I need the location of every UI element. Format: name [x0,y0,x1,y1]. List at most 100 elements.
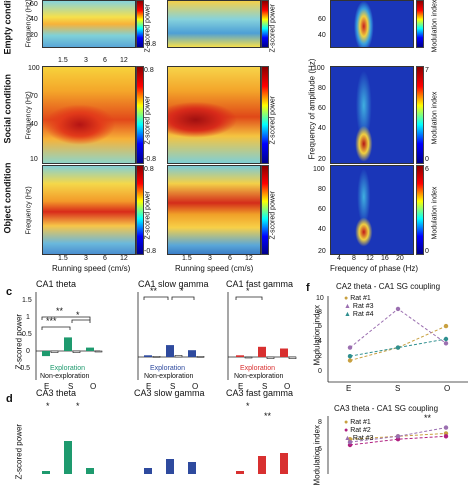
ytick-f: 0 [318,368,322,375]
ytick-f: 4 [318,338,322,345]
data-point [347,354,353,359]
bar-and-line-charts [35,292,468,474]
panel-label-d: d [6,393,13,405]
title-ca1-sg: CA1 slow gamma [138,279,209,289]
comod-ytick: 40 [318,226,326,233]
legend-exploration-c3: Exploration [240,365,276,372]
legend-nonexpl-c1: Non-exploration [40,373,90,380]
comod-ytick: 20 [318,156,326,163]
legend-f-top-2: ▲ Rat #3 [344,303,374,310]
sig-label: * [76,310,80,320]
cbar-min-3: -0.8 [144,248,157,255]
ylabel-f-bot: Modulation index [312,425,322,486]
ytick-c: 1 [26,314,30,321]
title-f-bot: CA3 theta - CA1 SG coupling [334,404,439,413]
bar-exploration [144,355,152,357]
ytick: 60 [30,1,38,8]
legend-nonexpl-c3: Non-exploration [234,373,284,380]
series-line [349,427,447,443]
ytick: 20 [30,32,38,39]
xtick: 12 [245,255,253,262]
xtick: 3 [208,255,212,262]
comod-xtick: 20 [396,255,404,262]
data-point [347,345,353,350]
comod-xtick: 4 [337,255,341,262]
panel-label-c: c [6,286,13,298]
bar-exploration [188,350,196,357]
title-ca3-fg: CA3 fast gamma [226,388,294,398]
legend-f-bot-3: ▲ Rat #3 [344,435,374,442]
comod-xtick: 12 [366,255,374,262]
xcat: E [238,382,244,391]
title-f-top: CA2 theta - CA1 SG coupling [336,282,441,291]
comod-xlabel: Frequency of phase (Hz) [330,264,419,273]
ytick-f: 8 [318,419,322,426]
sig-label: ** [56,306,64,316]
mi-min: 0 [425,156,429,163]
legend-exploration-c1: Exploration [50,365,86,372]
legend-f-bot-2: ● Rat #2 [344,427,371,434]
series-line [349,325,447,361]
xtick: 12 [120,255,128,262]
ytick-f: 6 [318,323,322,330]
ytick-f: 2 [318,353,322,360]
xtick: 3 [84,57,88,64]
comod-ytick: 80 [318,186,326,193]
bar-exploration-d [64,441,72,474]
xtick: 6 [228,255,232,262]
sig-label: *** [46,316,57,326]
cbar-max-2: 0.8 [144,67,154,74]
sig-label: ** [150,286,158,296]
legend-exploration-c2: Exploration [150,365,186,372]
data-point [395,306,401,312]
comod-xtick: 8 [352,255,356,262]
xcat: O [192,382,199,391]
legend-f-top-1: ● Rat #1 [344,295,371,302]
ytick: 40 [30,121,38,128]
xtick: 1.5 [58,57,68,64]
colorbar-spec-2 [136,66,144,164]
bar-non-exploration [50,350,59,354]
bar-non-exploration [244,356,253,359]
xcat-f: S [395,384,401,393]
xtick: 6 [103,57,107,64]
data-point [395,434,401,439]
bar-non-exploration [152,356,161,358]
bar-non-exploration [72,350,81,354]
spectrogram-object-mid [167,165,261,255]
colorbar-spec-4 [261,0,269,48]
spectrogram-empty-mid [167,0,261,48]
axes-f-top [327,296,468,383]
colorbar-mi-3 [416,165,424,255]
chart-layer [42,306,449,474]
colorbar-spec-6 [261,165,269,255]
ytick: 100 [28,65,40,72]
data-point [443,341,449,346]
bar-non-exploration [174,354,183,358]
bar-exploration-d [86,468,94,474]
cbar-max-3: 0.8 [144,166,154,173]
xcat: S [170,382,176,391]
xcat-f: E [346,384,352,393]
data-point [347,358,353,363]
bar-exploration-d [258,456,266,474]
series-line [349,435,447,446]
cbar-min-2: -0.8 [144,156,157,163]
legend-f-bot-1: ● Rat #1 [344,419,371,426]
panel-label-f: f [306,282,310,294]
bar-non-exploration [288,356,297,360]
spectrogram-object-left [42,165,136,255]
bar-exploration-d [236,471,244,474]
series-line [349,338,447,357]
sig-label: ** [264,411,272,421]
title-ca3-theta: CA3 theta [36,388,77,398]
colorbar-mi-1 [416,0,424,48]
bar-exploration-d [42,471,50,474]
spectrogram-social-mid [167,66,261,164]
xcat: O [284,382,291,391]
ytick: 10 [30,156,38,163]
data-point [443,323,449,329]
data-point [443,434,449,439]
ytick-f: 10 [316,295,324,302]
xtick: 12 [120,57,128,64]
